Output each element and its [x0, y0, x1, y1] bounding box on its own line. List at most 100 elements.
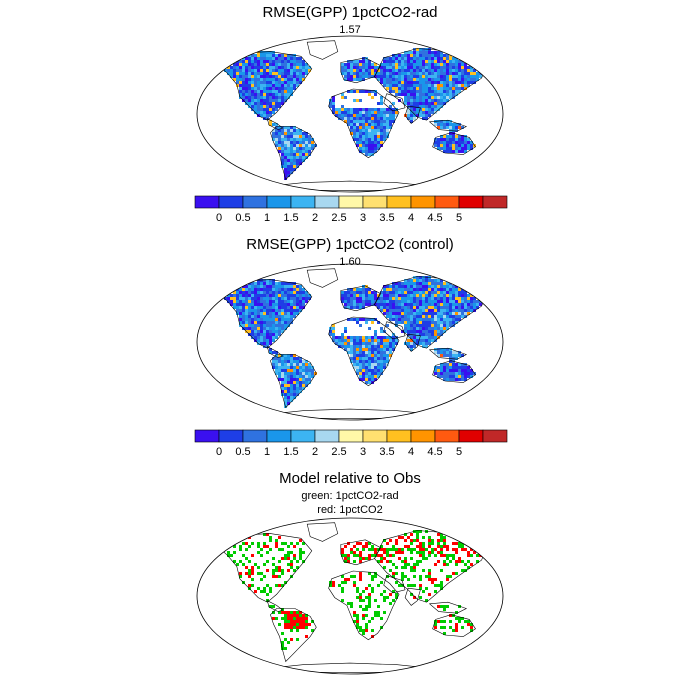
map-cell: [299, 557, 302, 560]
map-cell: [272, 279, 275, 282]
map-cell: [419, 108, 422, 111]
map-cell: [362, 366, 365, 369]
map-cell: [383, 84, 386, 87]
map-cell: [467, 294, 470, 297]
map-cell: [446, 297, 449, 300]
map-cell: [431, 105, 434, 108]
map-cell: [446, 351, 449, 354]
map-cell: [401, 536, 404, 539]
map-cell: [404, 60, 407, 63]
map-cell: [269, 297, 272, 300]
map-cell: [293, 138, 296, 141]
map-cell: [416, 533, 419, 536]
map-cell: [284, 581, 287, 584]
map-cell: [446, 605, 449, 608]
map-cell: [356, 144, 359, 147]
map-cell: [443, 312, 446, 315]
map-cell: [263, 333, 266, 336]
map-cell: [425, 63, 428, 66]
map-cell: [227, 551, 230, 554]
map-cell: [407, 285, 410, 288]
map-cell: [377, 141, 380, 144]
map-cell: [371, 111, 374, 114]
map-cell: [464, 141, 467, 144]
map-cell: [398, 285, 401, 288]
map-cell: [380, 306, 383, 309]
map-cell: [404, 96, 407, 99]
map-cell: [416, 318, 419, 321]
map-cell: [368, 75, 371, 78]
map-cell: [389, 593, 392, 596]
map-cell: [422, 345, 425, 348]
map-cell: [455, 369, 458, 372]
map-cell: [347, 63, 350, 66]
map-cell: [449, 63, 452, 66]
map-cell: [473, 300, 476, 303]
map-cell: [443, 608, 446, 611]
map-cell: [395, 312, 398, 315]
map-cell: [251, 324, 254, 327]
map-cell: [341, 339, 344, 342]
map-cell: [272, 312, 275, 315]
map-cell: [419, 276, 422, 279]
map-cell: [449, 369, 452, 372]
map-cell: [263, 291, 266, 294]
map-cell: [269, 294, 272, 297]
map-cell: [440, 354, 443, 357]
map-cell: [254, 285, 257, 288]
map-cell: [431, 51, 434, 54]
map-cell: [419, 318, 422, 321]
map-cell: [263, 279, 266, 282]
map-cell: [344, 342, 347, 345]
map-cell: [341, 69, 344, 72]
map-cell: [413, 111, 416, 114]
map-cell: [416, 282, 419, 285]
map-cell: [377, 560, 380, 563]
map-cell: [239, 66, 242, 69]
map-cell: [425, 99, 428, 102]
map-cell: [362, 303, 365, 306]
map-cell: [431, 93, 434, 96]
map-cell: [350, 75, 353, 78]
map-cell: [407, 114, 410, 117]
map-cell: [251, 63, 254, 66]
panel-rad: RMSE(GPP) 1pctCO2-rad 1.57 0 0.5 1 1.5 2 2.5 3…: [194, 4, 508, 224]
map-cell: [392, 599, 395, 602]
coastline-africa: [328, 570, 400, 641]
map-cell: [407, 315, 410, 318]
map-cell: [461, 66, 464, 69]
map-cell: [461, 69, 464, 72]
map-cell: [389, 120, 392, 123]
map-cell: [284, 363, 287, 366]
map-cell: [347, 117, 350, 120]
map-cell: [305, 375, 308, 378]
map-cell: [416, 321, 419, 324]
map-cell: [233, 306, 236, 309]
map-cell: [263, 306, 266, 309]
map-cell: [449, 90, 452, 93]
map-cell: [296, 69, 299, 72]
map-cell: [422, 309, 425, 312]
map-cell: [281, 57, 284, 60]
map-cell: [443, 78, 446, 81]
map-cell: [386, 75, 389, 78]
map-cell: [422, 318, 425, 321]
map-cell: [296, 611, 299, 614]
map-cell: [272, 351, 275, 354]
map-cell: [437, 303, 440, 306]
map-cell: [344, 336, 347, 339]
map-cell: [284, 126, 287, 129]
map-cell: [431, 339, 434, 342]
map-cell: [380, 372, 383, 375]
map-cell: [266, 321, 269, 324]
map-cell: [425, 327, 428, 330]
map-cell: [464, 294, 467, 297]
map-cell: [446, 369, 449, 372]
map-cell: [461, 63, 464, 66]
map-cell: [422, 312, 425, 315]
map-cell: [386, 66, 389, 69]
map-cell: [470, 548, 473, 551]
map-cell: [269, 339, 272, 342]
map-cell: [254, 291, 257, 294]
map-cell: [452, 375, 455, 378]
